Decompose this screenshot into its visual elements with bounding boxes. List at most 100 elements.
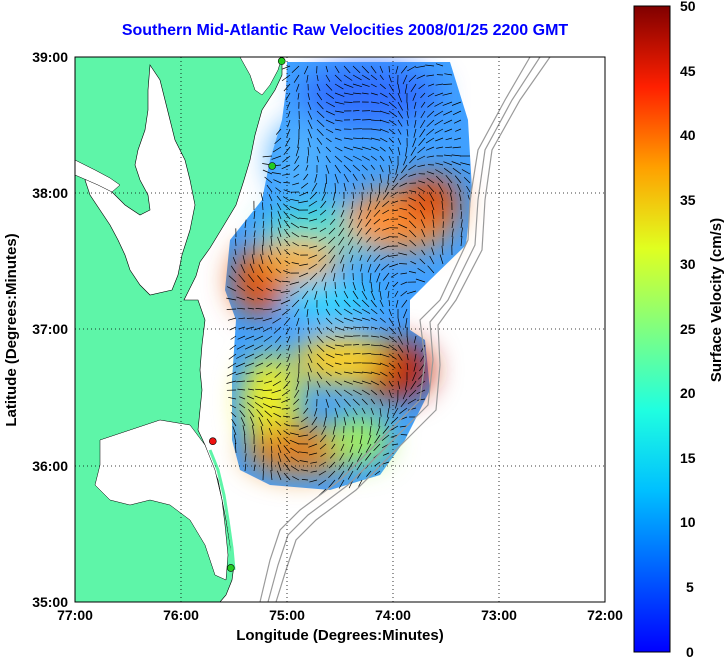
velocity-vector [316,389,319,397]
velocity-vector [325,101,335,108]
velocity-vector [239,410,246,418]
velocity-vector [387,290,390,299]
velocity-vector [283,146,291,156]
velocity-vector [331,443,336,450]
velocity-vector [352,182,356,190]
velocity-vector [370,407,374,415]
velocity-vector [352,326,362,329]
velocity-vector [370,101,380,104]
velocity-vector [283,472,291,481]
velocity-vector [253,335,264,341]
velocity-vector [444,128,453,133]
velocity-vector [388,74,392,83]
velocity-vector [343,407,349,417]
velocity-vector [415,278,426,283]
velocity-vector [439,254,444,265]
velocity-vector [270,470,273,481]
velocity-vector [319,443,327,450]
velocity-vector [316,110,325,119]
velocity-vector [290,222,300,229]
velocity-vector [431,247,435,256]
velocity-vector [338,227,345,237]
velocity-vector [451,236,454,247]
velocity-vector [370,164,376,170]
velocity-vector [318,254,327,262]
velocity-vector [299,281,309,289]
velocity-vector [347,470,354,480]
velocity-vector [416,74,426,80]
velocity-vector [244,239,246,247]
velocity-vector [334,146,343,152]
velocity-vector [374,200,381,210]
velocity-vector [321,191,327,201]
velocity-vector [435,137,444,142]
velocity-vector [285,326,291,335]
velocity-vector [246,395,255,400]
velocity-vector [352,317,363,321]
velocity-vector [328,245,336,254]
velocity-vector [388,317,395,326]
x-tick: 74:00 [375,607,411,623]
velocity-vector [343,173,349,183]
velocity-vector [436,146,444,149]
velocity-vector [460,236,463,247]
velocity-vector [379,92,388,98]
velocity-vector [370,119,381,122]
velocity-vector [361,389,370,395]
velocity-vector [382,191,390,200]
velocity-vector [445,137,453,141]
velocity-vector [443,167,453,175]
velocity-vector [348,218,354,228]
velocity-vector [260,426,264,436]
velocity-vector [334,155,343,163]
velocity-vector [410,380,417,390]
velocity-vector [308,254,318,259]
velocity-vector [397,101,404,111]
velocity-vector [244,344,255,350]
colorbar-label: Surface Velocity (cm/s) [708,218,724,382]
velocity-vector [381,434,390,441]
velocity-vector [427,265,435,274]
velocity-vector [292,416,300,419]
velocity-vector [382,461,390,465]
velocity-vector [290,290,300,297]
velocity-vector [388,155,393,164]
velocity-vector [275,187,282,193]
velocity-vector [413,362,417,372]
velocity-vector [343,416,347,426]
velocity-vector [328,470,336,479]
velocity-vector [325,326,335,333]
velocity-vector [390,272,399,278]
velocity-vector [408,212,417,220]
velocity-vector [454,137,462,141]
velocity-vector [289,281,300,285]
velocity-vector [379,128,389,133]
velocity-vector [447,183,453,193]
velocity-vector [434,128,444,134]
velocity-vector [379,110,390,115]
velocity-vector [271,405,282,409]
velocity-vector [277,429,282,436]
velocity-vector [291,466,300,472]
velocity-vector [283,380,291,389]
velocity-vector [237,388,246,391]
velocity-vector [272,146,282,153]
velocity-vector [397,232,408,238]
velocity-vector [399,407,408,414]
velocity-vector [359,434,363,445]
velocity-vector [379,317,386,323]
velocity-vector [459,193,462,202]
velocity-vector [343,137,353,140]
velocity-vector [397,146,401,156]
velocity-vector [426,128,435,136]
velocity-vector [432,239,435,247]
velocity-vector [443,161,453,166]
velocity-vector [388,254,399,257]
velocity-vector [361,299,370,308]
velocity-vector [262,228,265,238]
velocity-vector [325,146,332,152]
velocity-vector [262,455,265,463]
velocity-vector [378,281,381,292]
velocity-vector [262,403,273,409]
velocity-vector [420,210,426,220]
